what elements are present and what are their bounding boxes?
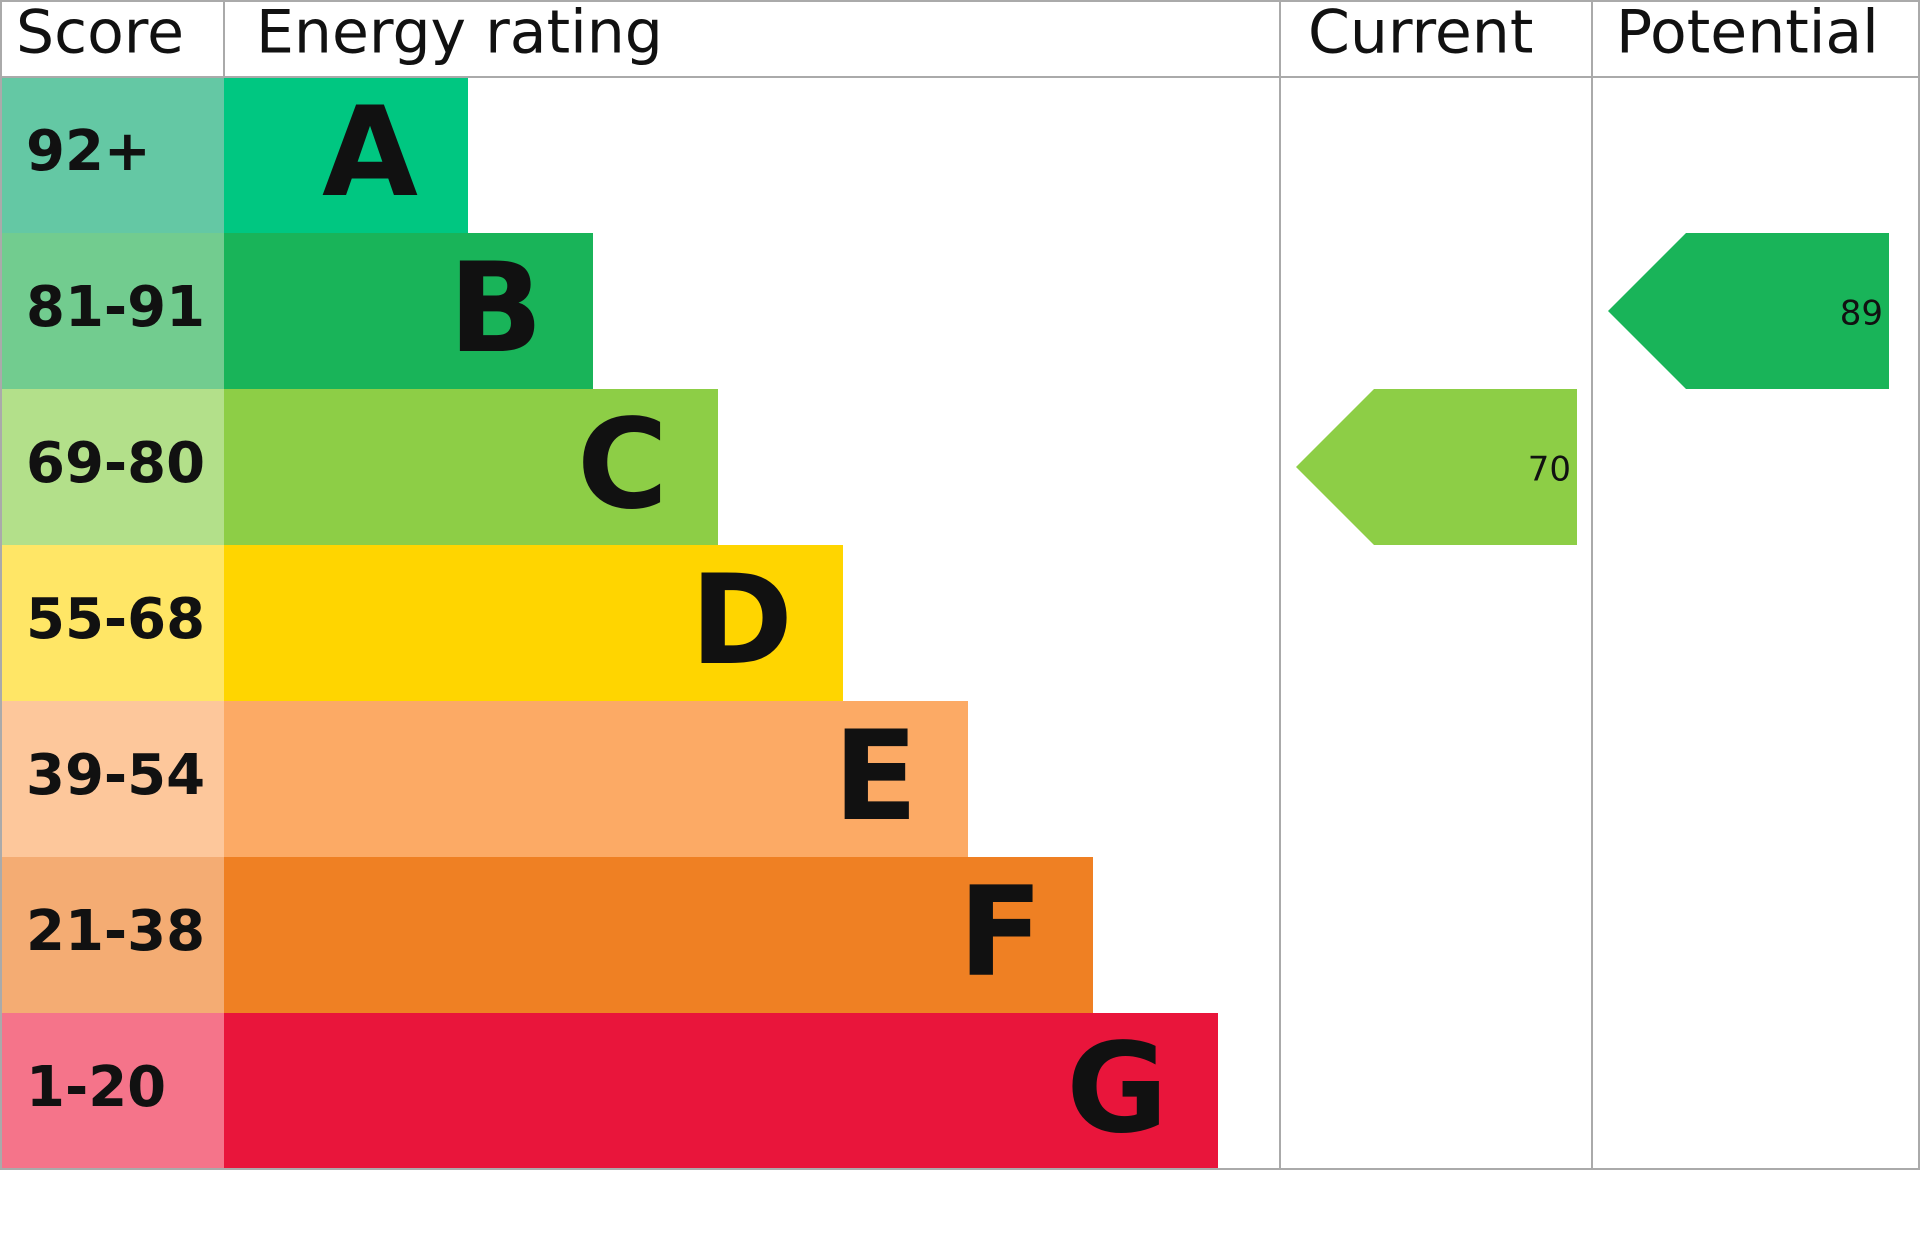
score-cell: [0, 77, 224, 233]
band-letter: F: [958, 861, 1043, 1005]
band-letter: G: [1066, 1017, 1168, 1161]
score-label: 21-38: [26, 899, 205, 964]
header-energy-rating: Energy rating: [256, 0, 663, 68]
header-score: Score: [16, 0, 184, 68]
header-potential: Potential: [1616, 0, 1879, 68]
score-label: 55-68: [26, 587, 205, 652]
score-cell: [0, 389, 224, 545]
current-arrow: [1296, 389, 1577, 545]
band-bar: [224, 545, 843, 701]
score-cell: [0, 701, 224, 857]
band-letter: D: [690, 549, 793, 693]
band-bar: [224, 857, 1093, 1013]
score-label: 1-20: [26, 1055, 166, 1120]
band-bar: [224, 1013, 1218, 1169]
score-label: 39-54: [26, 743, 205, 808]
score-label: 69-80: [26, 431, 205, 496]
potential-arrow: [1608, 233, 1889, 389]
band-bar: [224, 77, 468, 233]
band-letter: E: [833, 705, 918, 849]
band-bar: [224, 233, 593, 389]
band-letter: B: [448, 237, 543, 381]
band-bar: [224, 701, 968, 857]
score-cell: [0, 233, 224, 389]
band-bar: [224, 389, 718, 545]
score-cell: [0, 857, 224, 1013]
score-cell: [0, 545, 224, 701]
band-letter: C: [577, 393, 668, 537]
score-label: 92+: [26, 119, 151, 184]
band-letter: A: [322, 81, 418, 225]
header-current: Current: [1308, 0, 1533, 68]
score-label: 81-91: [26, 275, 205, 340]
score-cell: [0, 1013, 224, 1169]
potential-value: 89: [1840, 294, 1883, 334]
current-value: 70: [1528, 450, 1571, 490]
